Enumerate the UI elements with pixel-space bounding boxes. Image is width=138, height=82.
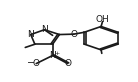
Text: O: O (64, 59, 71, 68)
Text: OH: OH (96, 15, 109, 24)
Text: +: + (54, 51, 59, 56)
Text: O: O (70, 30, 77, 39)
Text: N: N (41, 25, 48, 34)
Text: N: N (27, 30, 34, 39)
Text: −: − (27, 58, 35, 68)
Text: N: N (49, 51, 56, 60)
Text: O: O (33, 59, 40, 68)
